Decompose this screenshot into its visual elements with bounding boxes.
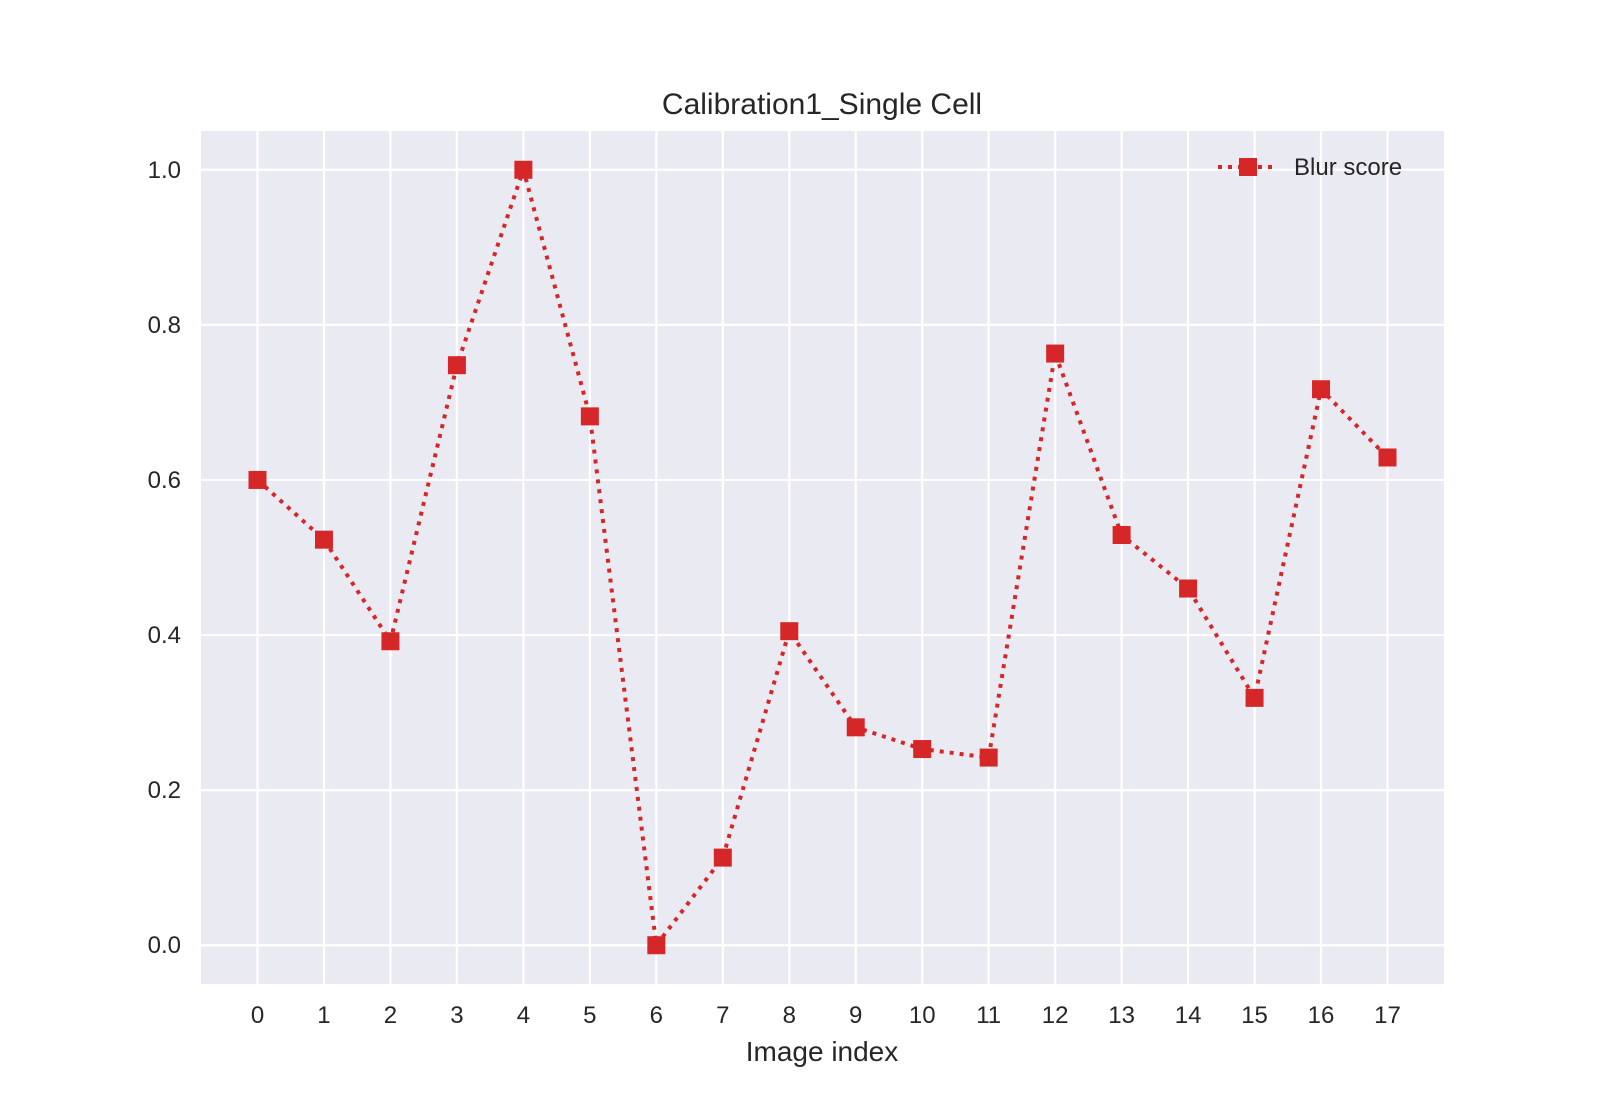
legend-label: Blur score xyxy=(1294,154,1402,181)
data-point xyxy=(913,740,932,759)
data-point xyxy=(1378,448,1397,467)
data-point xyxy=(1245,688,1264,707)
x-tick-label: 14 xyxy=(1175,1002,1202,1029)
series-layer xyxy=(248,160,1397,955)
data-point xyxy=(580,407,599,426)
x-tick-label: 16 xyxy=(1308,1002,1335,1029)
data-point xyxy=(1046,344,1065,363)
plot-background xyxy=(201,131,1444,984)
y-tick-label: 0.6 xyxy=(148,467,181,494)
data-point xyxy=(780,622,799,641)
y-axis-ticks: 0.0 0.2 0.4 0.6 0.8 1.0 xyxy=(148,157,181,959)
data-point xyxy=(1112,526,1131,545)
x-tick-label: 12 xyxy=(1042,1002,1069,1029)
grid xyxy=(201,131,1444,984)
x-tick-label: 9 xyxy=(849,1002,862,1029)
y-tick-label: 0.8 xyxy=(148,312,181,339)
x-tick-label: 1 xyxy=(317,1002,330,1029)
x-tick-label: 15 xyxy=(1241,1002,1268,1029)
x-tick-label: 17 xyxy=(1374,1002,1401,1029)
x-axis-ticks: 0 1 2 3 4 5 6 7 8 9 10 11 12 13 14 15 16 17 xyxy=(251,1002,1401,1029)
data-point xyxy=(381,632,400,651)
x-tick-label: 8 xyxy=(783,1002,796,1029)
x-tick-label: 10 xyxy=(909,1002,936,1029)
x-tick-label: 3 xyxy=(450,1002,463,1029)
x-tick-label: 6 xyxy=(650,1002,663,1029)
x-tick-label: 7 xyxy=(716,1002,729,1029)
x-tick-label: 5 xyxy=(583,1002,596,1029)
legend-marker xyxy=(1239,158,1257,176)
data-point xyxy=(447,356,466,375)
data-point xyxy=(248,470,267,489)
legend: Blur score xyxy=(1218,154,1402,181)
x-tick-label: 4 xyxy=(517,1002,530,1029)
data-point xyxy=(514,160,533,179)
series-line xyxy=(256,162,1389,951)
chart-title: Calibration1_Single Cell xyxy=(662,88,982,121)
data-point xyxy=(1179,579,1198,598)
x-tick-label: 2 xyxy=(384,1002,397,1029)
x-tick-label: 0 xyxy=(251,1002,264,1029)
x-tick-label: 13 xyxy=(1108,1002,1135,1029)
data-point xyxy=(1312,380,1331,399)
data-point xyxy=(314,530,333,549)
data-point xyxy=(846,718,865,737)
y-tick-label: 0.0 xyxy=(148,932,181,959)
x-tick-label: 11 xyxy=(976,1002,1001,1029)
data-point xyxy=(647,936,666,955)
y-tick-label: 1.0 xyxy=(148,157,181,184)
y-tick-label: 0.2 xyxy=(148,777,181,804)
y-tick-label: 0.4 xyxy=(148,622,181,649)
x-axis-label: Image index xyxy=(746,1036,899,1067)
data-point xyxy=(713,848,732,867)
data-point xyxy=(979,748,998,767)
